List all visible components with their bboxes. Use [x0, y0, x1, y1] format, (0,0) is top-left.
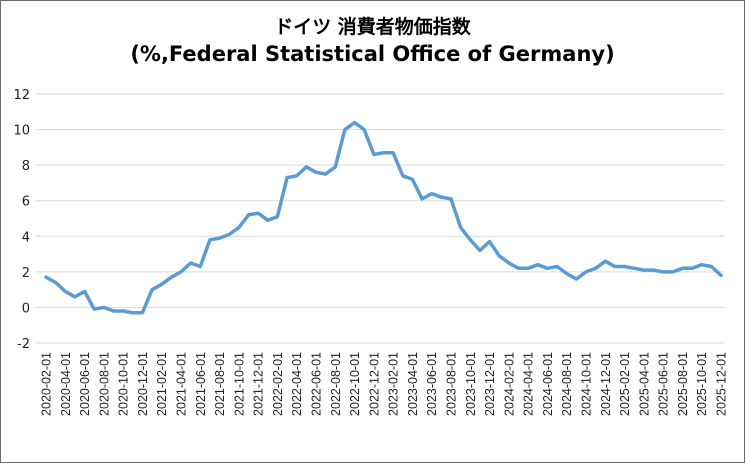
x-tick-label: 2024-04-01	[522, 352, 536, 416]
chart-title: ドイツ 消費者物価指数	[274, 16, 471, 38]
y-tick-label: -2	[17, 337, 30, 352]
x-tick-label: 2020-02-01	[40, 352, 54, 416]
x-tick-label: 2021-08-01	[213, 352, 227, 416]
x-tick-label: 2024-10-01	[580, 352, 594, 416]
x-tick-label: 2025-04-01	[637, 352, 651, 416]
x-tick-label: 2022-02-01	[271, 352, 285, 416]
y-tick-label: 10	[13, 124, 30, 139]
x-tick-label: 2023-08-01	[445, 352, 459, 416]
y-tick-label: 12	[13, 88, 30, 103]
x-tick-label: 2023-06-01	[425, 352, 439, 416]
y-axis-labels: 12 10 8 6 4 2 0 -2	[13, 88, 30, 352]
x-tick-label: 2025-10-01	[695, 352, 709, 416]
x-tick-label: 2025-02-01	[618, 352, 632, 416]
y-tick-label: 0	[22, 301, 30, 316]
x-tick-label: 2024-06-01	[541, 352, 555, 416]
y-tick-label: 8	[22, 159, 30, 174]
y-tick-label: 6	[22, 195, 30, 210]
x-tick-label: 2021-06-01	[194, 352, 208, 416]
x-tick-label: 2022-04-01	[290, 352, 304, 416]
x-tick-label: 2020-12-01	[136, 352, 150, 416]
x-tick-label: 2021-04-01	[175, 352, 189, 416]
x-tick-label: 2025-08-01	[676, 352, 690, 416]
x-tick-label: 2021-02-01	[155, 352, 169, 416]
x-tick-label: 2023-12-01	[483, 352, 497, 416]
chart-subtitle: (%,Federal Statistical Office of Germany…	[130, 42, 615, 66]
x-tick-label: 2020-08-01	[97, 352, 111, 416]
x-tick-label: 2025-06-01	[657, 352, 671, 416]
x-tick-label: 2022-08-01	[329, 352, 343, 416]
x-tick-label: 2020-10-01	[117, 352, 131, 416]
x-tick-label: 2024-08-01	[560, 352, 574, 416]
x-tick-label: 2021-12-01	[252, 352, 266, 416]
x-tick-label: 2025-12-01	[715, 352, 729, 416]
x-tick-label: 2020-06-01	[78, 352, 92, 416]
gridlines	[36, 93, 724, 344]
x-tick-label: 2023-10-01	[464, 352, 478, 416]
x-tick-label: 2022-12-01	[367, 352, 381, 416]
y-tick-label: 4	[22, 230, 30, 245]
x-axis-labels: 2020-02-01 2020-04-01 2020-06-01 2020-08-01…	[40, 352, 729, 416]
x-tick-label: 2024-02-01	[502, 352, 516, 416]
x-tick-label: 2024-12-01	[599, 352, 613, 416]
x-tick-label: 2021-10-01	[232, 352, 246, 416]
cpi-series-line	[44, 120, 723, 315]
x-tick-label: 2020-04-01	[59, 352, 73, 416]
x-tick-label: 2022-10-01	[348, 352, 362, 416]
x-tick-label: 2023-04-01	[406, 352, 420, 416]
x-tick-label: 2023-02-01	[387, 352, 401, 416]
y-tick-label: 2	[22, 266, 30, 281]
x-tick-label: 2022-06-01	[310, 352, 324, 416]
